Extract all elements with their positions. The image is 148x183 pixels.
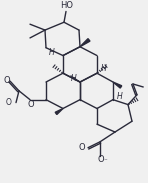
- Text: HO: HO: [60, 1, 73, 10]
- Text: O: O: [78, 143, 85, 152]
- Polygon shape: [80, 39, 90, 47]
- Text: O: O: [98, 155, 104, 164]
- Text: ⁻: ⁻: [104, 158, 108, 165]
- Text: H: H: [71, 74, 77, 83]
- Text: O: O: [28, 100, 34, 109]
- Text: H: H: [117, 92, 123, 101]
- Polygon shape: [55, 109, 63, 115]
- Text: O: O: [6, 98, 12, 107]
- Text: H: H: [49, 48, 55, 57]
- Text: O: O: [4, 76, 10, 85]
- Text: H: H: [101, 64, 107, 73]
- Polygon shape: [113, 82, 122, 88]
